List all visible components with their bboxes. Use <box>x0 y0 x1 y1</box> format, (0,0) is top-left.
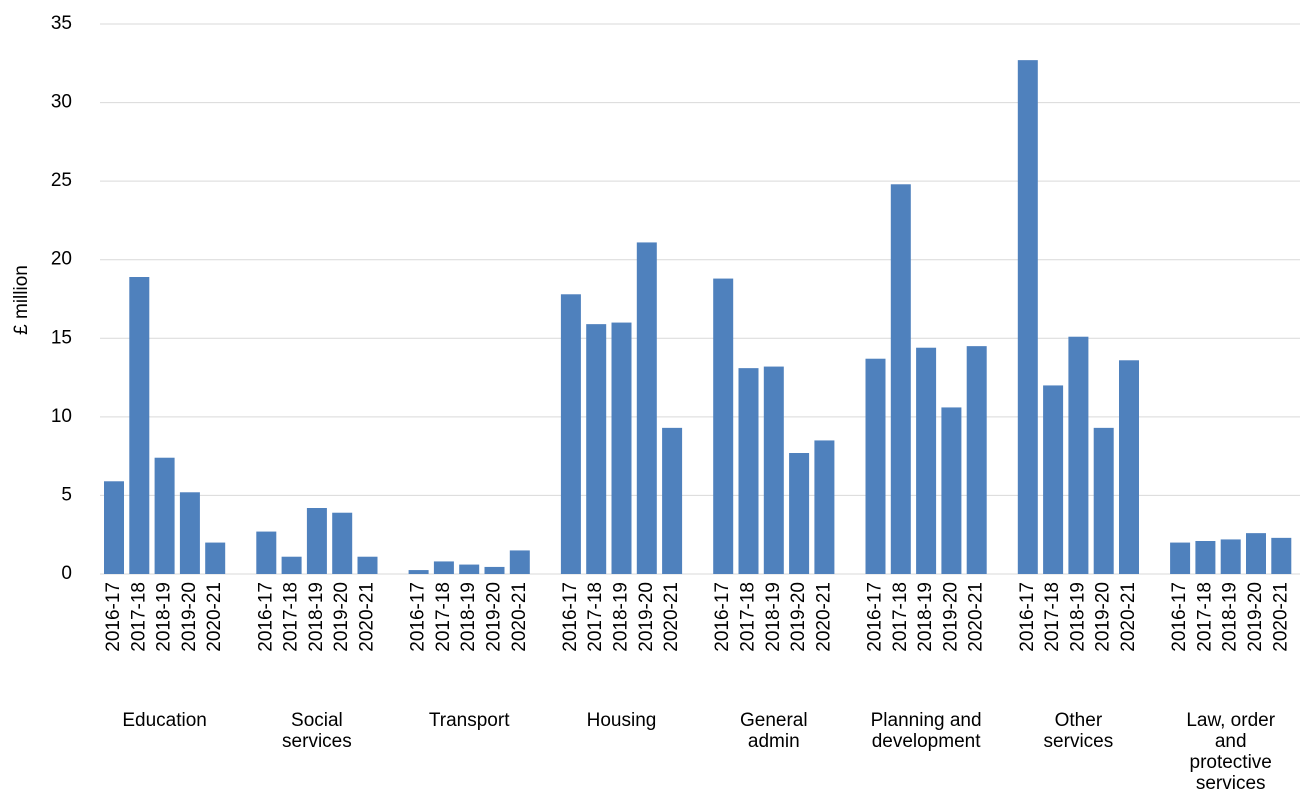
bar <box>408 570 429 574</box>
x-tick-label: 2017-18 <box>585 582 606 652</box>
x-tick-label: 2016-17 <box>712 582 733 652</box>
x-tick-label: 2017-18 <box>1194 582 1215 652</box>
bar <box>357 556 378 574</box>
y-tick-label: 30 <box>51 92 72 113</box>
bar <box>1017 60 1038 574</box>
bar <box>916 347 937 574</box>
bar <box>1246 533 1266 574</box>
x-tick-label: 2018-19 <box>1067 582 1088 652</box>
bar <box>1093 427 1114 574</box>
bar <box>459 564 480 574</box>
bar <box>763 366 784 574</box>
bar <box>713 278 734 574</box>
x-tick-label: 2017-18 <box>433 582 454 652</box>
x-tick-label: 2018-19 <box>306 582 327 652</box>
x-tick-label: 2020-21 <box>661 582 682 652</box>
x-tick-label: 2019-20 <box>179 582 200 652</box>
x-tick-label: 2018-19 <box>611 582 632 652</box>
bar <box>129 277 150 574</box>
x-tick-label: 2016-17 <box>865 582 886 652</box>
group-label: Transport <box>428 710 510 731</box>
bar <box>865 358 886 574</box>
y-tick-label: 20 <box>51 249 72 270</box>
x-tick-label: 2016-17 <box>408 582 429 652</box>
bar <box>306 508 327 574</box>
x-tick-label: 2018-19 <box>763 582 784 652</box>
y-tick-label: 0 <box>61 563 72 584</box>
bar <box>281 556 302 574</box>
bar <box>662 427 683 574</box>
bar <box>814 440 835 574</box>
y-tick-label: 35 <box>51 13 72 34</box>
x-tick-label: 2017-18 <box>738 582 759 652</box>
x-tick-label: 2016-17 <box>1169 582 1190 652</box>
x-tick-label: 2020-21 <box>1270 582 1291 652</box>
x-tick-label: 2018-19 <box>915 582 936 652</box>
bar <box>1220 539 1241 574</box>
x-tick-label: 2019-20 <box>940 582 961 652</box>
bar <box>205 542 226 574</box>
x-tick-label: 2019-20 <box>331 582 352 652</box>
y-axis-label: £ million <box>11 265 32 335</box>
y-tick-label: 10 <box>51 406 72 427</box>
bar <box>738 368 759 574</box>
x-tick-label: 2019-20 <box>636 582 657 652</box>
bar <box>104 481 124 574</box>
group-label: General admin <box>739 710 808 752</box>
x-tick-label: 2020-21 <box>966 582 987 652</box>
x-tick-label: 2016-17 <box>255 582 276 652</box>
x-tick-label: 2020-21 <box>813 582 834 652</box>
group-label: Social services <box>282 710 352 752</box>
bar <box>941 407 962 574</box>
bar <box>966 346 987 574</box>
bar <box>636 242 657 574</box>
bar <box>256 531 277 574</box>
x-tick-label: 2017-18 <box>128 582 149 652</box>
bar <box>611 322 632 574</box>
x-tick-label: 2020-21 <box>204 582 225 652</box>
x-tick-label: 2017-18 <box>1042 582 1063 652</box>
y-tick-label: 15 <box>51 327 72 348</box>
bar <box>484 566 505 574</box>
group-label: Law, order and protective services <box>1186 710 1276 794</box>
x-tick-label: 2020-21 <box>509 582 530 652</box>
bar <box>560 294 581 574</box>
x-tick-label: 2016-17 <box>103 582 124 652</box>
bar <box>332 512 353 574</box>
x-tick-label: 2016-17 <box>1017 582 1038 652</box>
group-label: Other services <box>1043 710 1114 752</box>
x-tick-label: 2020-21 <box>1118 582 1139 652</box>
x-tick-label: 2016-17 <box>560 582 581 652</box>
x-tick-label: 2019-20 <box>1093 582 1114 652</box>
x-tick-label: 2018-19 <box>458 582 479 652</box>
bar <box>1195 541 1216 574</box>
x-tick-label: 2018-19 <box>154 582 175 652</box>
x-tick-label: 2019-20 <box>484 582 505 652</box>
bar <box>1170 542 1191 574</box>
y-tick-label: 25 <box>51 170 72 191</box>
group-label: Education <box>122 710 207 731</box>
bar <box>154 457 175 574</box>
bar <box>1119 360 1139 574</box>
bar <box>789 453 810 574</box>
group-label: Planning and development <box>870 710 982 752</box>
x-tick-label: 2017-18 <box>890 582 911 652</box>
x-tick-label: 2018-19 <box>1220 582 1241 652</box>
bar <box>1271 537 1292 574</box>
bar <box>1068 336 1089 574</box>
x-tick-label: 2019-20 <box>1245 582 1266 652</box>
bar <box>433 561 454 574</box>
bar <box>509 550 530 574</box>
x-tick-label: 2019-20 <box>788 582 809 652</box>
bar <box>586 324 607 574</box>
x-tick-label: 2017-18 <box>281 582 302 652</box>
bar <box>179 492 200 574</box>
group-label: Housing <box>586 710 657 731</box>
x-tick-label: 2020-21 <box>357 582 378 652</box>
bar <box>1043 385 1064 574</box>
y-tick-label: 5 <box>61 484 72 505</box>
bar <box>890 184 911 575</box>
